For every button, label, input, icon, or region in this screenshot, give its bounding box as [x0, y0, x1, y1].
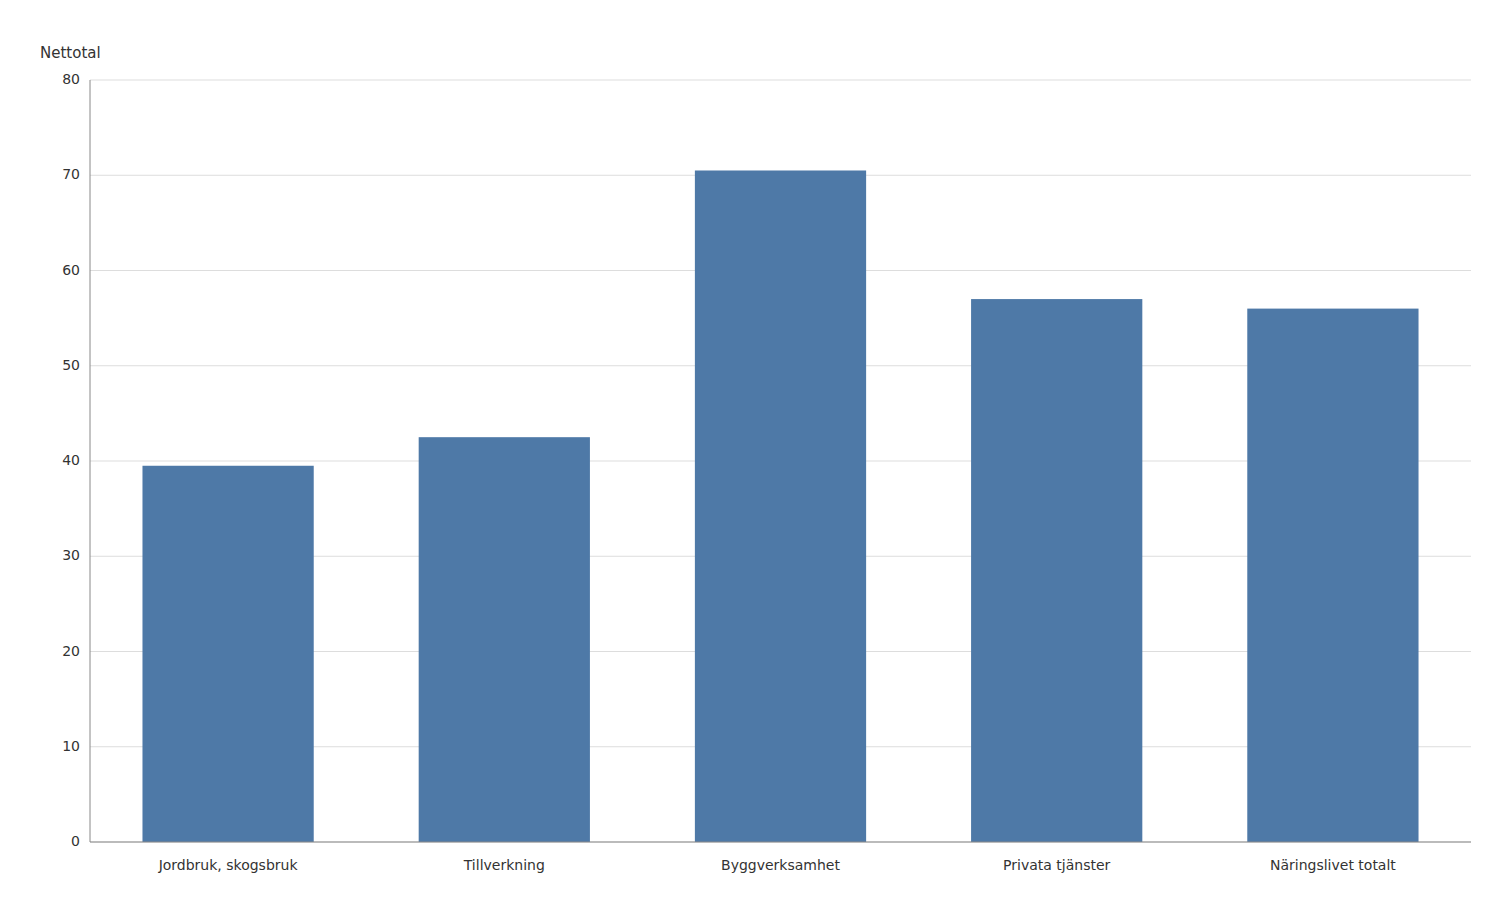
y-tick-label: 30 [62, 547, 80, 563]
x-tick-label: Näringslivet totalt [1270, 857, 1396, 873]
x-axis-line [90, 842, 1471, 843]
x-tick-label: Tillverkning [463, 857, 545, 873]
y-tick-label: 80 [62, 71, 80, 87]
y-tick-label: 0 [71, 833, 80, 849]
bar [1247, 309, 1418, 842]
y-tick-label: 70 [62, 166, 80, 182]
y-axis: 0 10 20 30 40 50 60 70 80 [62, 71, 80, 849]
x-tick-label: Byggverksamhet [721, 857, 840, 873]
x-axis: Jordbruk, skogsbruk Tillverkning Byggverks… [158, 857, 1397, 873]
page: {"chart_data": {"type": "bar", "ylabel":… [0, 0, 1511, 922]
grid-line [90, 842, 1471, 843]
y-tick-label: 50 [62, 357, 80, 373]
bar [695, 170, 866, 842]
bars [142, 170, 1418, 842]
x-tick-label: Privata tjänster [1003, 857, 1110, 873]
y-tick-label: 40 [62, 452, 80, 468]
chart-svg: 0 10 20 30 40 50 60 70 80 Jordbruk, skogsbruk Till… [0, 0, 1511, 922]
chart-container: 0 10 20 30 40 50 60 70 80 Jordbruk, skogsbruk Till… [0, 0, 1511, 922]
grid [90, 80, 1471, 842]
bar [142, 466, 313, 842]
x-tick-label: Jordbruk, skogsbruk [158, 857, 299, 873]
y-tick-label: 10 [62, 738, 80, 754]
y-axis-label: Nettotal [40, 44, 101, 62]
y-tick-label: 60 [62, 262, 80, 278]
y-tick-label: 20 [62, 643, 80, 659]
bar [971, 299, 1142, 842]
y-axis-line [90, 80, 91, 842]
grid-line [90, 80, 1471, 81]
bar [419, 437, 590, 842]
